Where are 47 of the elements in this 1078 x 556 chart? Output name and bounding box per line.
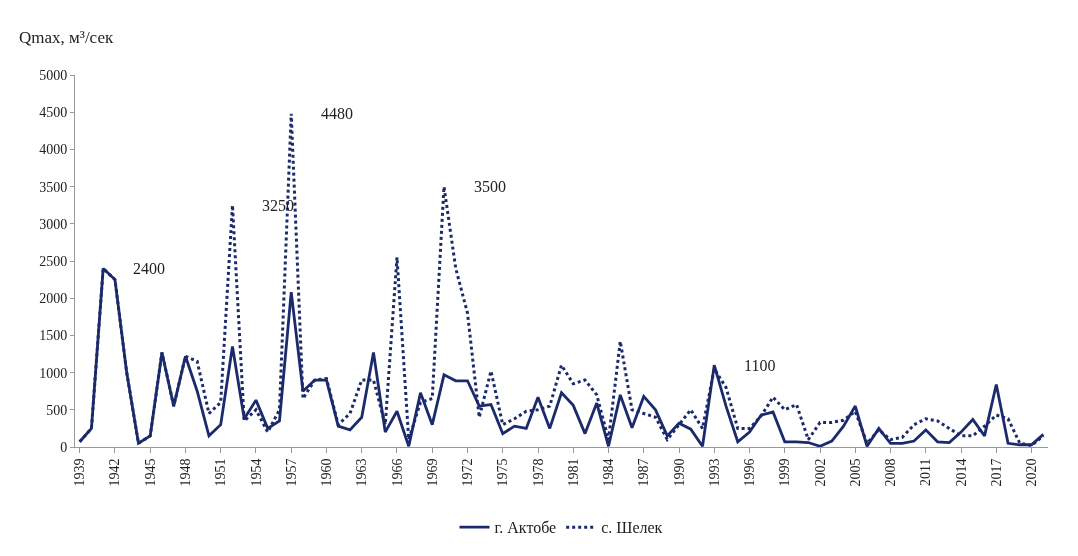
x-tick-label: 2005 [847, 458, 863, 487]
annotation: 3250 [262, 197, 294, 214]
x-tick-label: 1969 [424, 458, 440, 487]
x-tick-label: 1951 [213, 458, 229, 487]
x-tick-label: 2017 [988, 458, 1004, 487]
x-tick-label: 1966 [389, 458, 405, 487]
y-axis-title: Qmax, м³/сек [19, 28, 114, 47]
y-tick-label: 500 [46, 402, 68, 418]
x-tick-label: 1981 [565, 458, 581, 487]
x-tick-label: 1972 [460, 458, 476, 487]
x-tick-label: 2011 [918, 458, 934, 487]
x-tick-label: 1984 [601, 458, 617, 487]
y-tick-label: 2500 [39, 253, 68, 269]
x-tick-label: 1957 [283, 458, 299, 487]
x-tick-label: 2020 [1024, 458, 1040, 487]
y-tick-label: 4500 [39, 105, 68, 121]
x-tick-label: 2014 [953, 458, 969, 487]
x-tick-label: 2002 [812, 458, 828, 487]
legend-label: г. Актобе [494, 519, 557, 537]
annotation: 3500 [474, 178, 506, 195]
x-tick-label: 1963 [354, 458, 370, 487]
annotation: 1100 [744, 357, 776, 374]
x-tick-label: 1975 [495, 458, 511, 487]
annotation: 2400 [133, 260, 165, 277]
x-tick-label: 1939 [72, 458, 88, 487]
y-tick-label: 1000 [39, 365, 68, 381]
x-tick-label: 1942 [107, 458, 123, 487]
annotation: 4480 [321, 105, 353, 122]
legend-label: с. Шелек [601, 519, 663, 537]
x-tick-label: 1978 [530, 458, 546, 487]
y-tick-label: 3500 [39, 179, 68, 195]
y-tick-label: 4000 [39, 142, 68, 158]
x-tick-label: 1954 [248, 458, 264, 487]
x-tick-label: 1948 [178, 458, 194, 487]
x-tick-label: 1960 [319, 458, 335, 487]
y-tick-label: 1500 [39, 328, 68, 344]
x-tick-label: 1999 [777, 458, 793, 487]
x-tick-label: 2008 [883, 458, 899, 487]
x-tick-label: 1993 [706, 458, 722, 487]
x-tick-label: 1990 [671, 458, 687, 487]
y-tick-label: 0 [60, 439, 68, 455]
y-tick-label: 2000 [39, 291, 68, 307]
x-tick-label: 1945 [142, 458, 158, 487]
x-tick-label: 1996 [742, 458, 758, 487]
x-tick-label: 1987 [636, 458, 652, 487]
y-tick-label: 5000 [39, 67, 68, 83]
y-tick-label: 3000 [39, 216, 68, 232]
